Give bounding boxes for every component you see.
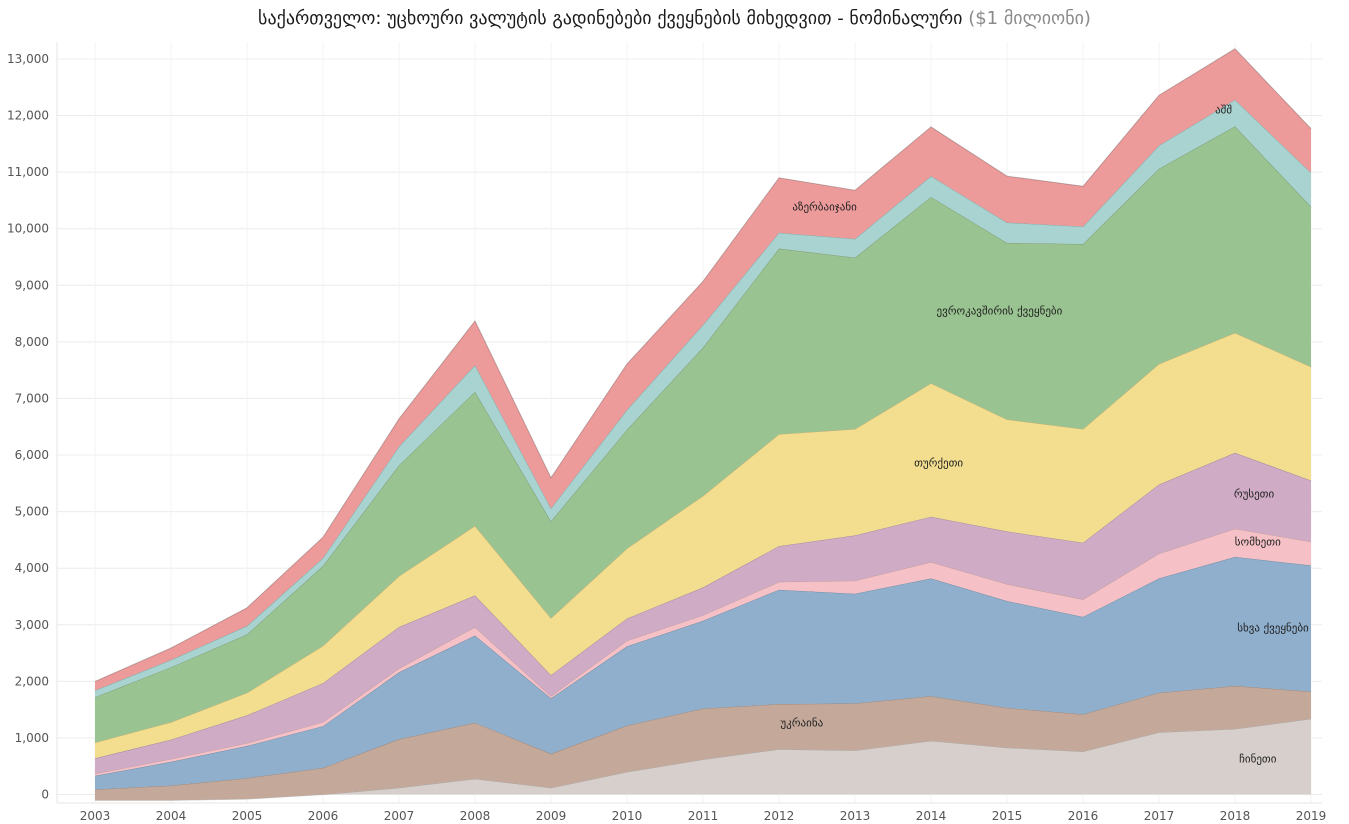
series-label-2: სხვა ქვეყნები — [1237, 622, 1309, 635]
x-tick-label-2017: 2017 — [1144, 809, 1175, 823]
y-tick-label-4,000: 4,000 — [15, 561, 49, 575]
x-tick-label-2004: 2004 — [156, 809, 187, 823]
x-tick-label-2009: 2009 — [536, 809, 567, 823]
area-series-3 — [95, 528, 1311, 776]
x-tick-label-2011: 2011 — [688, 809, 719, 823]
y-tick-label-1,000: 1,000 — [15, 731, 49, 745]
series-areas — [94, 48, 1312, 801]
x-tick-label-2008: 2008 — [460, 809, 491, 823]
area-series-8 — [95, 48, 1311, 691]
area-series-1 — [95, 685, 1311, 801]
area-series-2 — [95, 556, 1311, 790]
series-label-4: რუსეთი — [1234, 487, 1275, 500]
x-tick-label-2012: 2012 — [764, 809, 795, 823]
y-tick-label-12,000: 12,000 — [7, 109, 49, 123]
x-tick-label-2019: 2019 — [1296, 809, 1327, 823]
y-tick-label-11,000: 11,000 — [7, 165, 49, 179]
series-label-0: ჩინეთი — [1239, 752, 1277, 765]
y-tick-label-2,000: 2,000 — [15, 674, 49, 688]
y-tick-label-7,000: 7,000 — [15, 391, 49, 405]
area-series-4 — [95, 452, 1311, 774]
series-label-8: აზერბაიჯანი — [792, 201, 857, 214]
x-tick-label-2003: 2003 — [80, 809, 111, 823]
x-tick-label-2010: 2010 — [612, 809, 643, 823]
series-labels: ჩინეთი უკრაინა სხვა ქვეყნები სომხეთი რუსეთი თ… — [780, 103, 1309, 765]
y-tick-label-10,000: 10,000 — [7, 222, 49, 236]
area-series-5 — [95, 332, 1311, 759]
series-label-1: უკრაინა — [780, 717, 823, 730]
series-label-5: თურქეთი — [914, 456, 963, 469]
y-tick-label-6,000: 6,000 — [15, 448, 49, 462]
series-label-6: ევროკავშირის ქვეყნები — [936, 305, 1062, 318]
y-tick-label-13,000: 13,000 — [7, 52, 49, 66]
x-tick-label-2016: 2016 — [1068, 809, 1099, 823]
y-tick-label-3,000: 3,000 — [15, 618, 49, 632]
y-tick-label-0: 0 — [41, 788, 49, 802]
x-tick-label-2015: 2015 — [992, 809, 1023, 823]
series-label-3: სომხეთი — [1235, 536, 1281, 549]
y-tick-label-8,000: 8,000 — [15, 335, 49, 349]
x-tick-label-2018: 2018 — [1220, 809, 1251, 823]
chart-title-unit: ($1 მილიონი) — [968, 8, 1091, 29]
area-series-6 — [95, 126, 1311, 743]
x-tick-label-2013: 2013 — [840, 809, 871, 823]
chart-title-main: საქართველო: უცხოური ვალუტის გადინებები ქ… — [258, 8, 963, 29]
area-series-0 — [95, 718, 1311, 801]
chart-title: საქართველო: უცხოური ვალუტის გადინებები ქ… — [0, 8, 1349, 29]
x-tick-label-2005: 2005 — [232, 809, 263, 823]
x-axis-ticks: 2003 2004 2005 2006 2007 2008 2009 2010 2011 2012… — [80, 809, 1327, 823]
y-axis-ticks: 0 1,000 2,000 3,000 4,000 5,000 6,000 7,000 8,00… — [7, 52, 49, 802]
y-tick-label-5,000: 5,000 — [15, 505, 49, 519]
x-tick-label-2007: 2007 — [384, 809, 415, 823]
area-edge-series-8 — [94, 48, 1312, 682]
x-tick-label-2014: 2014 — [916, 809, 947, 823]
y-tick-label-9,000: 9,000 — [15, 278, 49, 292]
x-tick-label-2006: 2006 — [308, 809, 339, 823]
series-label-7: აშშ — [1215, 103, 1232, 116]
